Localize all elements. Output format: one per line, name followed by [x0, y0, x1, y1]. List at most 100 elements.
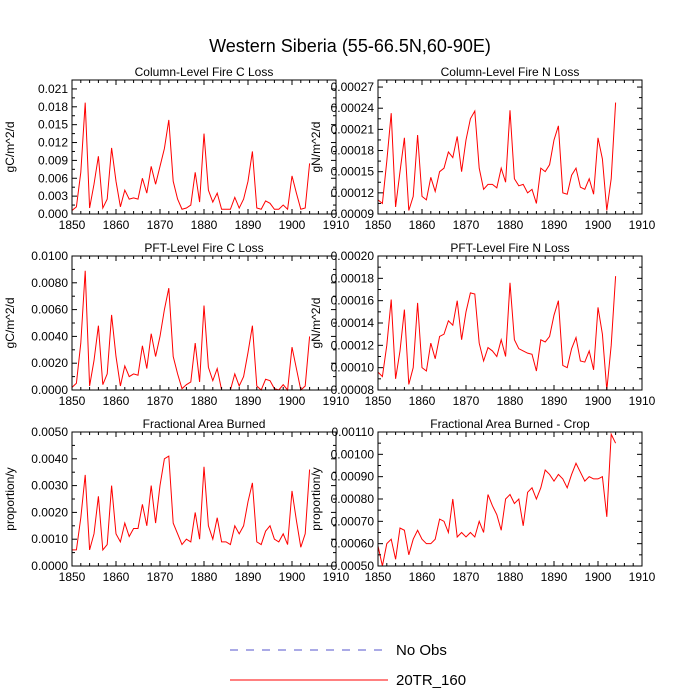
y-tick-label: 0.00018 [331, 144, 375, 158]
y-tick-label: 0.003 [38, 189, 68, 203]
panel-4: PFT-Level Fire N Loss gN/m^2/d 1850 1860 187… [309, 241, 656, 408]
y-tick-label: 0.00015 [331, 165, 375, 179]
x-tick-label: 1910 [323, 570, 350, 584]
y-tick-label: 0.00014 [331, 316, 375, 330]
y-tick-label: 0.021 [38, 82, 68, 96]
panel-title: Fractional Area Burned - Crop [430, 417, 590, 431]
x-tick-label: 1900 [279, 570, 306, 584]
panel-6: Fractional Area Burned - Crop proportion/… [309, 417, 656, 584]
plot-frame [377, 79, 643, 215]
x-tick-label: 1880 [191, 394, 218, 408]
y-tick-label: 0.00090 [331, 470, 375, 484]
series-line [377, 276, 617, 391]
x-tick-label: 1910 [323, 394, 350, 408]
y-tick-label: 0.00021 [331, 122, 375, 136]
x-tick-label: 1860 [409, 570, 436, 584]
panel-title: Column-Level Fire C Loss [135, 65, 274, 79]
y-axis-label: proportion/y [3, 467, 17, 530]
series-line [377, 432, 617, 567]
y-tick-label: 0.0050 [31, 425, 68, 439]
y-tick-label: 0.00012 [331, 338, 375, 352]
x-tick-label: 1890 [541, 394, 568, 408]
x-tick-label: 1850 [365, 570, 392, 584]
y-axis-label: gN/m^2/d [309, 122, 323, 173]
y-tick-label: 0.00100 [331, 447, 375, 461]
panel-3: PFT-Level Fire C Loss gC/m^2/d 1850 1860 187… [3, 241, 350, 408]
plot-frame [377, 255, 643, 391]
x-tick-label: 1850 [59, 570, 86, 584]
y-tick-label: 0.00027 [331, 80, 375, 94]
y-axis-label: proportion/y [309, 467, 323, 530]
x-tick-label: 1870 [147, 570, 174, 584]
panel-title: PFT-Level Fire N Loss [450, 241, 569, 255]
x-tick-label: 1860 [409, 218, 436, 232]
figure-title: Western Siberia (55-66.5N,60-90E) [209, 36, 491, 56]
y-axis-label: gC/m^2/d [3, 298, 17, 349]
y-tick-label: 0.015 [38, 118, 68, 132]
x-tick-label: 1880 [497, 394, 524, 408]
x-tick-label: 1900 [585, 570, 612, 584]
x-tick-label: 1870 [453, 394, 480, 408]
y-tick-label: 0.009 [38, 153, 68, 167]
panel-title: Fractional Area Burned [143, 417, 266, 431]
y-tick-label: 0.00008 [331, 383, 375, 397]
y-tick-label: 0.00070 [331, 514, 375, 528]
x-tick-label: 1850 [365, 218, 392, 232]
x-tick-label: 1850 [365, 394, 392, 408]
y-axis-label: gN/m^2/d [309, 298, 323, 349]
y-tick-label: 0.0000 [31, 559, 68, 573]
x-tick-label: 1860 [103, 218, 130, 232]
y-tick-label: 0.00060 [331, 537, 375, 551]
plot-frame [377, 431, 643, 567]
legend: No Obs 20TR_160 [230, 642, 466, 689]
series-line [71, 270, 311, 392]
y-tick-label: 0.00020 [331, 249, 375, 263]
x-tick-label: 1900 [585, 218, 612, 232]
y-tick-label: 0.0080 [31, 276, 68, 290]
y-tick-label: 0.00024 [331, 101, 375, 115]
y-axis-label: gC/m^2/d [3, 122, 17, 173]
y-tick-label: 0.0040 [31, 329, 68, 343]
x-tick-label: 1870 [453, 570, 480, 584]
x-tick-label: 1910 [629, 394, 656, 408]
y-tick-label: 0.018 [38, 100, 68, 114]
x-tick-label: 1900 [279, 218, 306, 232]
x-tick-label: 1870 [147, 218, 174, 232]
y-tick-label: 0.006 [38, 171, 68, 185]
y-tick-label: 0.00110 [332, 425, 375, 439]
panel-5: Fractional Area Burned proportion/y 1850 18… [3, 417, 350, 584]
y-tick-label: 0.00009 [331, 207, 375, 221]
x-tick-label: 1890 [541, 570, 568, 584]
y-tick-label: 0.00016 [331, 294, 375, 308]
panel-title: Column-Level Fire N Loss [441, 65, 580, 79]
x-tick-label: 1850 [59, 394, 86, 408]
x-tick-label: 1880 [497, 218, 524, 232]
x-tick-label: 1880 [191, 218, 218, 232]
y-tick-label: 0.0030 [31, 479, 68, 493]
x-tick-label: 1860 [409, 394, 436, 408]
x-tick-label: 1900 [585, 394, 612, 408]
series-line [72, 455, 311, 552]
x-tick-label: 1880 [497, 570, 524, 584]
series-line [377, 102, 617, 211]
x-tick-label: 1890 [235, 394, 262, 408]
y-tick-label: 0.00050 [331, 559, 375, 573]
y-tick-label: 0.0060 [31, 303, 68, 317]
x-tick-label: 1910 [629, 570, 656, 584]
y-tick-label: 0.000 [38, 207, 68, 221]
x-tick-label: 1900 [279, 394, 306, 408]
y-tick-label: 0.0010 [31, 532, 68, 546]
x-tick-label: 1870 [453, 218, 480, 232]
x-tick-label: 1870 [147, 394, 174, 408]
x-tick-label: 1890 [235, 570, 262, 584]
y-tick-label: 0.00012 [331, 186, 375, 200]
plot-frame [71, 431, 337, 567]
panel-1: Column-Level Fire C Loss gC/m^2/d 1850 1860… [3, 65, 350, 232]
y-tick-label: 0.0020 [31, 505, 68, 519]
y-tick-label: 0.012 [38, 136, 68, 150]
panel-title: PFT-Level Fire C Loss [144, 241, 263, 255]
y-tick-label: 0.00080 [331, 492, 375, 506]
x-tick-label: 1850 [59, 218, 86, 232]
x-tick-label: 1910 [629, 218, 656, 232]
